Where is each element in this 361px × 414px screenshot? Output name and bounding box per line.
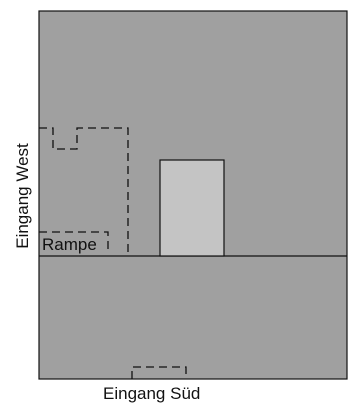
ramp-label: Rampe bbox=[42, 235, 97, 254]
west-entrance-outline bbox=[39, 127, 129, 256]
south-entrance-label: Eingang Süd bbox=[103, 384, 200, 403]
ramp-outline bbox=[39, 231, 109, 252]
central-block bbox=[159, 159, 225, 257]
south-entrance-outline bbox=[131, 366, 187, 379]
west-entrance-label: Eingang West bbox=[13, 143, 32, 249]
